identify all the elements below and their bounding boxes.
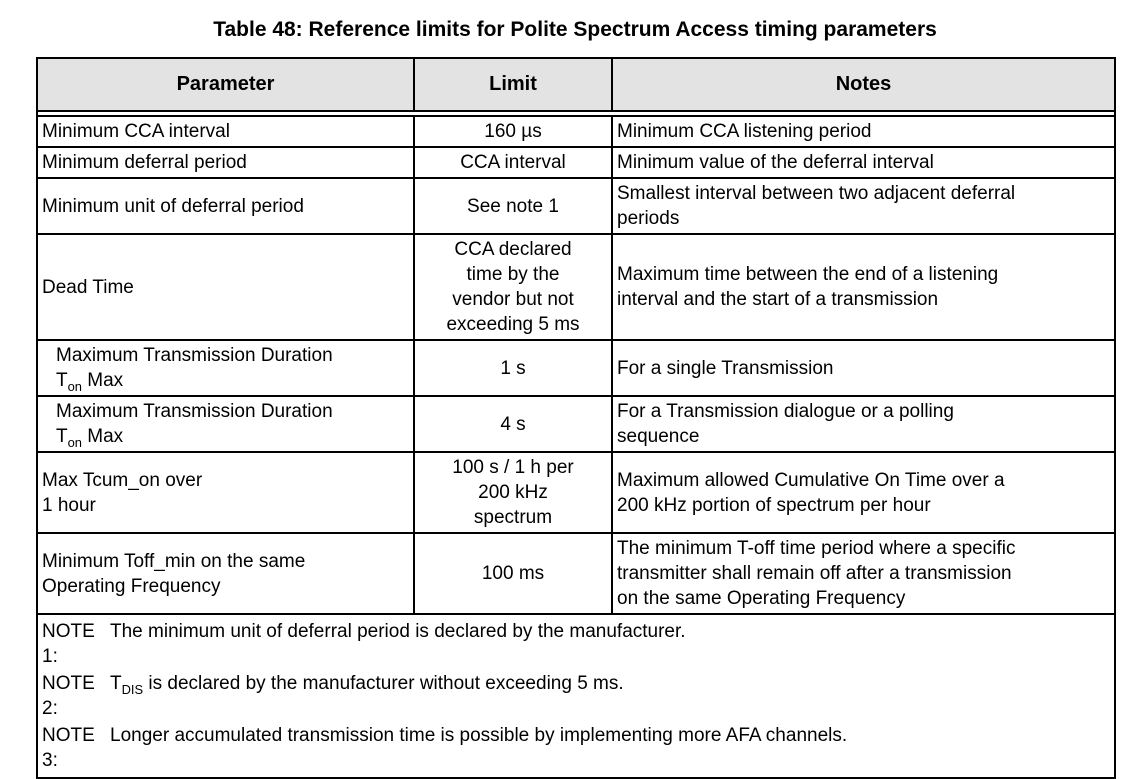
text-segment: T [110,673,122,694]
limit-cell: 100 ms [413,532,613,615]
notes-cell: For a single Transmission [611,339,1116,397]
text-segment: Max [81,426,124,447]
text-segment: 4 s [500,413,526,435]
text-segment: The minimum unit of deferral period is d… [110,621,686,642]
notes-cell: Smallest interval between two adjacent d… [611,177,1116,235]
text-segment: See note 1 [467,195,559,217]
notes-cell: For a Transmission dialogue or a polling… [611,395,1116,453]
text-segment: Minimum deferral period [42,152,247,173]
limit-cell: 4 s [413,395,613,453]
footnotes-row: NOTE 1: The minimum unit of deferral peri… [36,613,1116,779]
column-header-parameter: Parameter [36,57,415,112]
table-body: Minimum CCA interval 160 µs Minimum CCA li… [36,111,1116,615]
notes-cell: Minimum value of the deferral interval [611,146,1116,179]
notes-cell: Maximum allowed Cumulative On Time over … [611,451,1116,534]
table-caption: Table 48: Reference limits for Polite Sp… [213,18,937,41]
footnote-label: NOTE 2: [42,673,95,719]
subscript-text: DIS [121,681,144,697]
param-cell: Maximum Transmission Duration Ton Max [36,339,415,397]
text-segment: is declared by the manufacturer without … [143,673,624,694]
footnote-label: NOTE 3: [42,725,95,771]
text-segment: Dead Time [42,276,134,298]
footnote-text: Longer accumulated transmission time is … [110,723,1110,748]
text-segment: 1 s [500,357,526,379]
param-cell: Dead Time [36,233,415,341]
table-row: Maximum Transmission Duration Ton Max 1 s… [36,339,1116,397]
text-segment: Max [81,370,124,391]
text-segment: Minimum unit of deferral period [42,195,304,217]
param-cell: Max Tcum_on over 1 hour [36,451,415,534]
text-segment: Minimum CCA listening period [617,121,872,142]
footnote-text: The minimum unit of deferral period is d… [110,619,1110,644]
table-row: Minimum deferral period CCA interval Minim… [36,146,1116,179]
document-page: Table 48: Reference limits for Polite Sp… [36,18,1116,779]
text-segment: Longer accumulated transmission time is … [110,725,848,746]
column-header-notes: Notes [611,57,1116,112]
footnote-line-3: NOTE 3: Longer accumulated transmission t… [42,723,1110,773]
table-row: Minimum Toff_min on the same Operating F… [36,532,1116,615]
subscript-text: on [67,434,82,450]
text-segment: 100 ms [481,563,545,584]
text-segment: CCA interval [460,152,566,173]
table-header: Parameter Limit Notes [36,57,1116,112]
text-segment: For a single Transmission [617,357,834,379]
notes-cell: Minimum CCA listening period [611,115,1116,148]
column-header-limit: Limit [413,57,613,112]
text-segment: The minimum T-off time period where a sp… [617,538,1016,609]
param-cell: Maximum Transmission Duration Ton Max [36,395,415,453]
text-segment: Minimum Toff_min on the same Operating F… [42,550,306,597]
table-row: Minimum unit of deferral period See note … [36,177,1116,235]
limit-cell: CCA interval [413,146,613,179]
text-segment: Smallest interval between two adjacent d… [617,183,1016,229]
footnote-line-2: NOTE 2: TDIS is declared by the manufactu… [42,671,1110,721]
text-segment: 100 s / 1 h per 200 kHz spectrum [452,457,574,528]
notes-cell: Maximum time between the end of a listen… [611,233,1116,341]
notes-cell: The minimum T-off time period where a sp… [611,532,1116,615]
footnote-label: NOTE 1: [42,621,95,667]
header-row: Parameter Limit Notes [36,57,1116,112]
limit-cell: 100 s / 1 h per 200 kHz spectrum [413,451,613,534]
timing-parameters-table: Parameter Limit Notes Minimum CCA interv… [36,57,1116,779]
table-row: Minimum CCA interval 160 µs Minimum CCA li… [36,115,1116,148]
table-footnotes-section: NOTE 1: The minimum unit of deferral peri… [36,613,1116,779]
header-body-gap [37,111,1115,116]
param-cell: Minimum Toff_min on the same Operating F… [36,532,415,615]
text-segment: CCA declared time by the vendor but not … [446,239,580,335]
param-cell: Minimum deferral period [36,146,415,179]
footnote-text: TDIS is declared by the manufacturer wit… [110,671,1110,696]
text-segment: Minimum value of the deferral interval [617,152,934,173]
footnotes-cell: NOTE 1: The minimum unit of deferral peri… [36,613,1116,779]
param-cell: Minimum CCA interval [36,115,415,148]
text-segment: Minimum CCA interval [42,121,230,142]
text-segment: For a Transmission dialogue or a polling… [617,401,954,447]
table-row: Maximum Transmission Duration Ton Max 4 s… [36,395,1116,453]
subscript-text: on [67,378,82,394]
table-row: Dead Time CCA declared time by the vendor… [36,233,1116,341]
limit-cell: 160 µs [413,115,613,148]
text-segment: Maximum allowed Cumulative On Time over … [617,469,1005,516]
footnote-line-1: NOTE 1: The minimum unit of deferral peri… [42,619,1110,669]
limit-cell: CCA declared time by the vendor but not … [413,233,613,341]
limit-cell: 1 s [413,339,613,397]
param-cell: Minimum unit of deferral period [36,177,415,235]
limit-cell: See note 1 [413,177,613,235]
text-segment: Maximum time between the end of a listen… [617,264,999,310]
text-segment: Maximum Transmission Duration T [56,345,333,391]
text-segment: Max Tcum_on over 1 hour [42,469,203,516]
text-segment: Maximum Transmission Duration T [56,401,333,447]
text-segment: 160 µs [484,121,542,142]
table-row: Max Tcum_on over 1 hour 100 s / 1 h per 2… [36,451,1116,534]
